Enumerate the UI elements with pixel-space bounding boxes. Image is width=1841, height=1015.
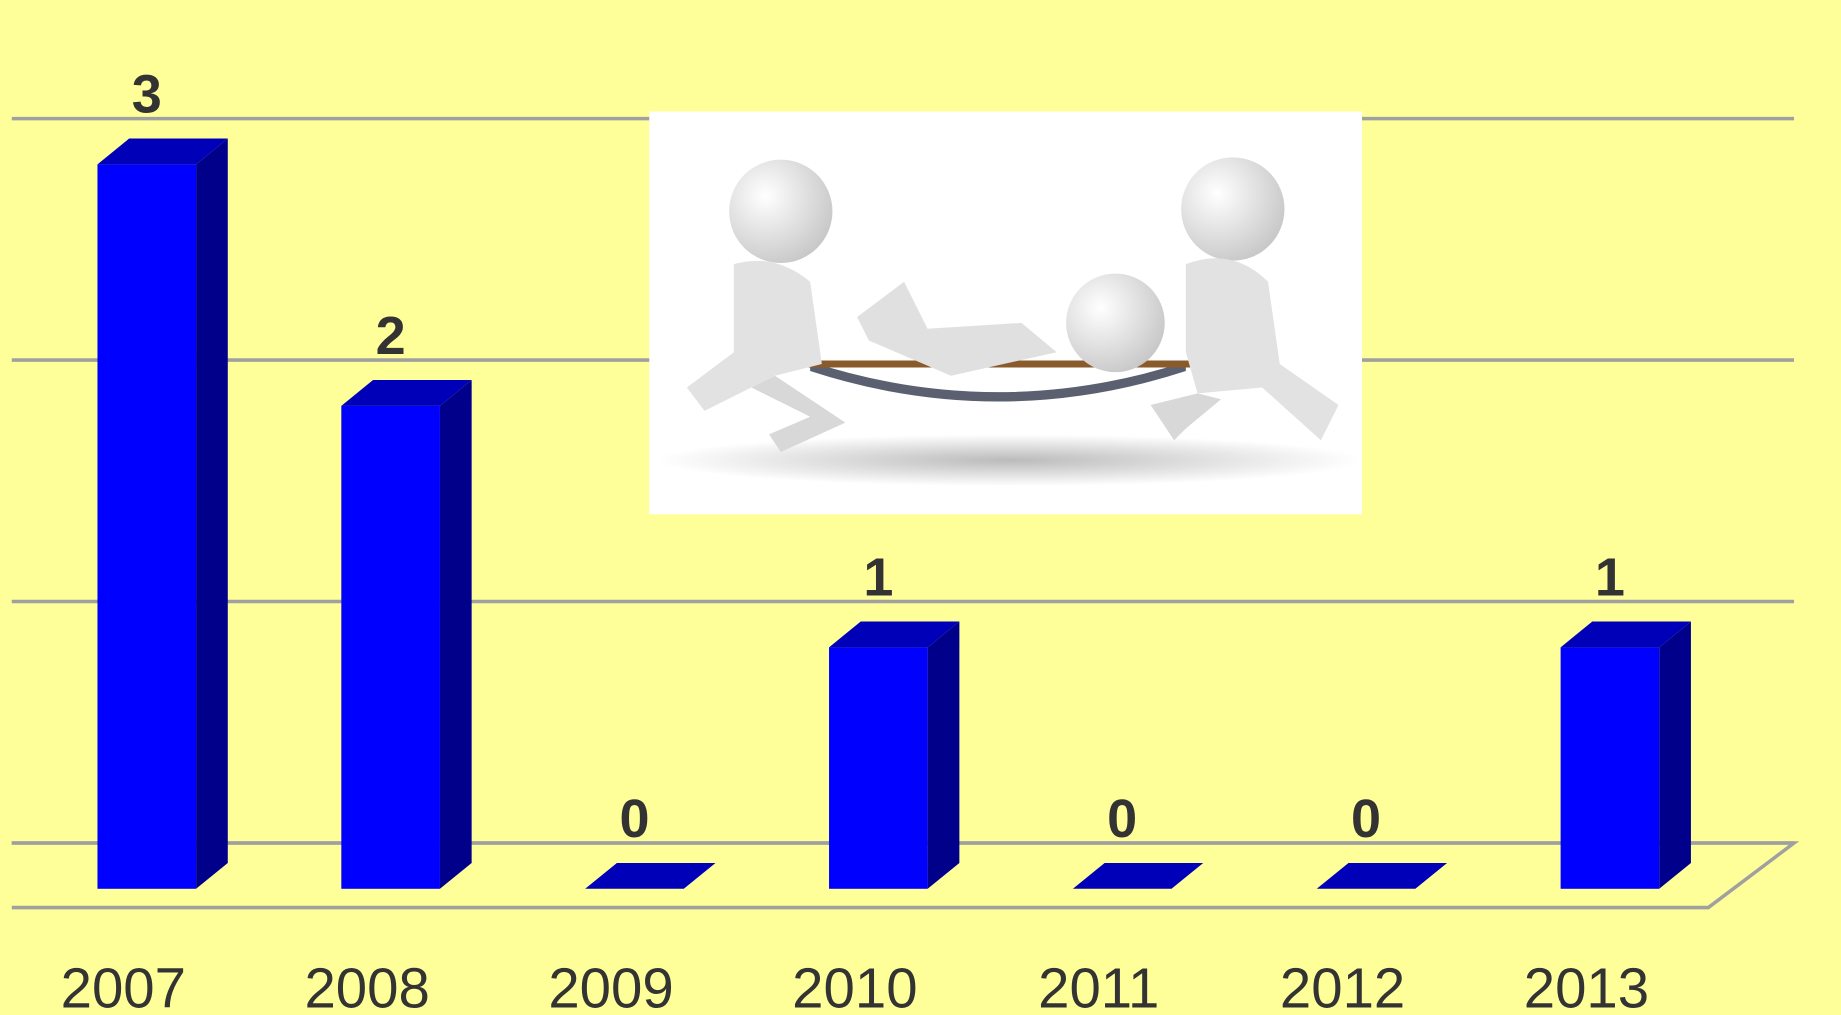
x-tick-label: 2007 [61, 956, 186, 1015]
x-tick-label: 2010 [792, 956, 917, 1015]
bar-side [928, 621, 960, 888]
bar [97, 139, 227, 889]
x-tick-label: 2009 [548, 956, 673, 1015]
x-tick-label: 2013 [1524, 956, 1649, 1015]
bar [829, 621, 959, 888]
bar-side [196, 139, 228, 889]
bar-side [440, 380, 472, 889]
data-label: 0 [1107, 789, 1137, 849]
data-label: 3 [132, 65, 162, 125]
data-label: 2 [376, 306, 406, 366]
page: {"chart_data": {"type": "bar3d", "catego… [0, 0, 1841, 1015]
data-label: 0 [1351, 789, 1381, 849]
bar-side [1659, 621, 1691, 888]
bar [1561, 621, 1691, 888]
x-tick-label: 2008 [304, 956, 429, 1015]
bar-front [1561, 647, 1660, 888]
bar-front [829, 647, 928, 888]
data-label: 0 [619, 789, 649, 849]
chart: 2007 3 2008 2 2009 0 2010 1 2011 0 2012 0 2013 1 [0, 0, 1841, 1015]
bar-front [341, 406, 440, 889]
illustration [649, 112, 1362, 515]
data-label: 1 [1595, 548, 1625, 608]
x-tick-label: 2012 [1280, 956, 1405, 1015]
x-tick-label: 2011 [1038, 956, 1159, 1015]
bar-front [97, 164, 196, 888]
data-label: 1 [863, 548, 893, 608]
bar [341, 380, 471, 889]
